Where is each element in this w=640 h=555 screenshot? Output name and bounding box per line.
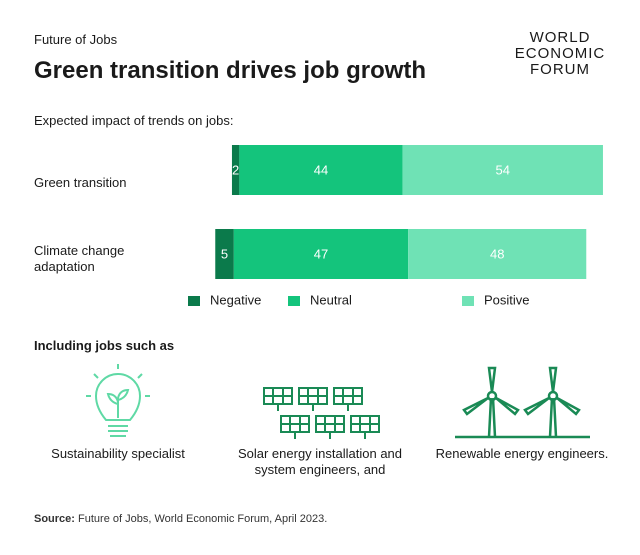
value-label: 5 <box>221 246 228 261</box>
solar-icon <box>263 387 380 440</box>
legend-swatch <box>462 296 474 306</box>
value-label: 54 <box>496 162 510 177</box>
legend-swatch <box>288 296 300 306</box>
source-label: Source: <box>34 513 75 525</box>
jobs-heading: Including jobs such as <box>34 338 175 353</box>
legend-swatch <box>188 296 200 306</box>
source-text: Future of Jobs, World Economic Forum, Ap… <box>78 513 328 525</box>
legend-label: Negative <box>210 292 261 307</box>
category-label: Climate change adaptation <box>34 243 125 274</box>
job-label: Solar energy installation and system eng… <box>237 446 403 477</box>
legend-label: Positive <box>484 292 530 307</box>
value-label: 2 <box>232 162 239 177</box>
bar-segment <box>215 229 234 279</box>
legend-label: Neutral <box>310 292 352 307</box>
bulb-icon <box>86 364 150 437</box>
title: Green transition drives job growth <box>34 57 427 84</box>
job-label: Renewable energy engineers. <box>435 446 609 461</box>
logo-line: WORLD <box>529 29 591 46</box>
logo: WORLD ECONOMIC FORUM <box>500 30 620 78</box>
wind-icon <box>455 366 590 439</box>
bar-segment <box>402 145 603 195</box>
logo-line: ECONOMIC <box>514 45 606 62</box>
kicker: Future of Jobs <box>34 32 118 47</box>
source: Source: Future of Jobs, World Economic F… <box>34 511 327 527</box>
bar-segment <box>239 145 403 195</box>
bar-segment <box>408 229 587 279</box>
logo-line: FORUM <box>530 61 590 78</box>
job-label: Sustainability specialist <box>51 446 185 461</box>
bar-segment <box>233 229 409 279</box>
value-label: 48 <box>490 246 504 261</box>
category-label: Green transition <box>34 175 127 190</box>
chart-subtitle: Expected impact of trends on jobs: <box>34 113 234 128</box>
value-label: 47 <box>314 246 328 261</box>
value-label: 44 <box>314 162 328 177</box>
bar-segment <box>231 145 240 195</box>
